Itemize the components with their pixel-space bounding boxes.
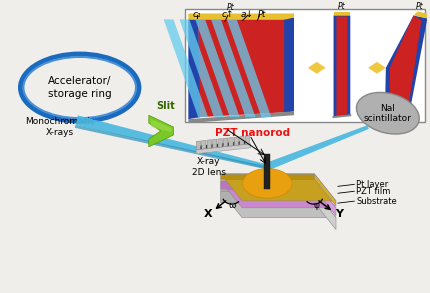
Polygon shape: [224, 138, 228, 147]
Text: NaI
scintillator: NaI scintillator: [364, 103, 412, 123]
Text: ψ: ψ: [314, 201, 319, 209]
Polygon shape: [179, 19, 224, 117]
Polygon shape: [314, 174, 336, 206]
Polygon shape: [334, 13, 350, 16]
Text: Pt layer: Pt layer: [356, 180, 388, 189]
Polygon shape: [195, 19, 240, 117]
Polygon shape: [314, 190, 336, 229]
Polygon shape: [221, 181, 314, 189]
Polygon shape: [234, 137, 239, 146]
Polygon shape: [266, 125, 369, 170]
Polygon shape: [284, 18, 294, 113]
Polygon shape: [151, 119, 172, 132]
Text: a↓: a↓: [241, 10, 254, 18]
Polygon shape: [229, 137, 233, 146]
Polygon shape: [264, 154, 270, 189]
Text: c₁: c₁: [192, 10, 201, 18]
Polygon shape: [198, 19, 286, 117]
Polygon shape: [239, 141, 240, 145]
Text: ω: ω: [228, 201, 236, 209]
Text: X: X: [204, 209, 212, 219]
Polygon shape: [244, 141, 245, 144]
Polygon shape: [385, 112, 409, 118]
Polygon shape: [308, 62, 326, 74]
Polygon shape: [211, 19, 255, 117]
Polygon shape: [196, 144, 251, 154]
Polygon shape: [221, 190, 336, 218]
Polygon shape: [212, 139, 217, 148]
Text: c↑: c↑: [221, 10, 234, 18]
Polygon shape: [221, 174, 314, 179]
Polygon shape: [240, 136, 244, 145]
Text: Monochromatic
X-rays: Monochromatic X-rays: [25, 117, 95, 137]
Polygon shape: [200, 145, 202, 149]
Polygon shape: [188, 111, 294, 123]
Polygon shape: [390, 16, 421, 115]
Polygon shape: [188, 19, 200, 119]
Text: Accelerator/
storage ring: Accelerator/ storage ring: [48, 76, 111, 99]
Polygon shape: [368, 62, 386, 74]
Text: Substrate: Substrate: [356, 197, 397, 206]
Polygon shape: [233, 142, 234, 146]
Polygon shape: [188, 13, 294, 19]
Text: PZT nanorod: PZT nanorod: [215, 128, 290, 138]
Text: PZT film: PZT film: [356, 187, 390, 196]
Text: Pt: Pt: [416, 1, 423, 11]
Polygon shape: [202, 140, 206, 149]
Text: Slit: Slit: [156, 101, 175, 111]
Polygon shape: [228, 142, 229, 146]
FancyBboxPatch shape: [185, 8, 425, 122]
Text: Pt: Pt: [227, 3, 235, 11]
Polygon shape: [149, 115, 174, 147]
Polygon shape: [222, 143, 224, 147]
Polygon shape: [206, 145, 207, 149]
Polygon shape: [196, 141, 200, 150]
Text: Pt: Pt: [338, 1, 345, 11]
Polygon shape: [218, 139, 222, 147]
Text: Y: Y: [335, 209, 344, 219]
Polygon shape: [76, 115, 268, 168]
Polygon shape: [221, 181, 336, 208]
Polygon shape: [385, 16, 427, 117]
Polygon shape: [217, 144, 218, 147]
Polygon shape: [414, 11, 430, 18]
Text: Pt: Pt: [257, 10, 266, 18]
Polygon shape: [334, 16, 350, 117]
Polygon shape: [332, 114, 351, 118]
Text: X-ray
2D lens: X-ray 2D lens: [192, 157, 226, 177]
Polygon shape: [314, 181, 336, 216]
Polygon shape: [221, 190, 314, 202]
Polygon shape: [207, 140, 212, 149]
Polygon shape: [337, 16, 347, 116]
Polygon shape: [221, 174, 336, 201]
Ellipse shape: [356, 92, 419, 134]
Polygon shape: [227, 19, 271, 117]
Polygon shape: [245, 136, 249, 144]
Polygon shape: [164, 19, 208, 117]
Polygon shape: [75, 125, 267, 169]
Ellipse shape: [243, 168, 292, 198]
